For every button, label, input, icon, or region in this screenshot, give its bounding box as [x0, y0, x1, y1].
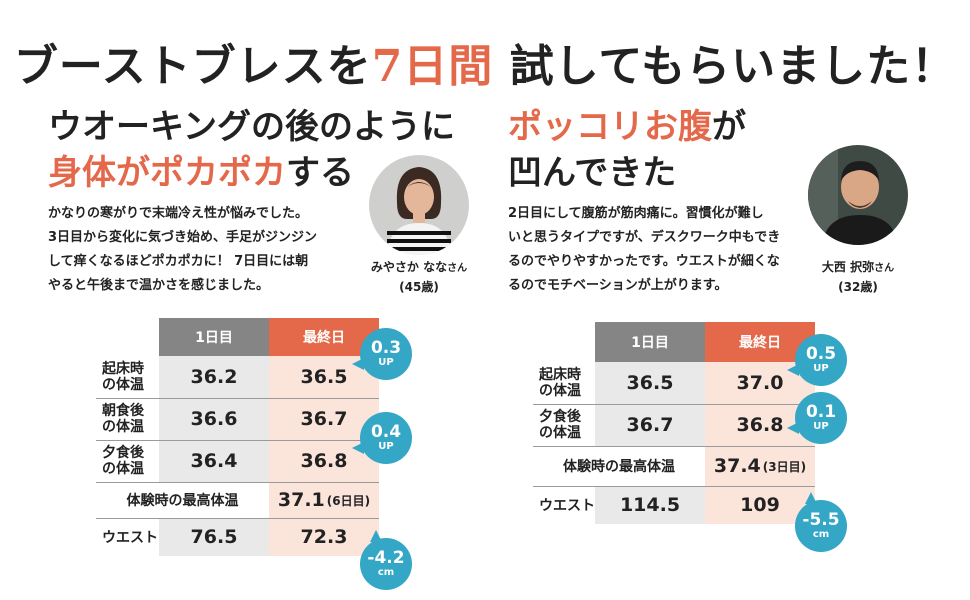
avatar: [369, 155, 469, 255]
max-temp-value: 37.1: [277, 489, 325, 511]
waist-label: ウエスト: [102, 530, 158, 546]
change-badge: 0.1 UP: [787, 392, 847, 444]
right-description-line: るのでやりやすかったです。ウエストが細くな: [508, 254, 780, 269]
woman-portrait-icon: [369, 155, 469, 255]
change-badge: 0.4 UP: [352, 412, 412, 464]
row-divider: [96, 398, 379, 399]
waist-day1: 114.5: [595, 486, 705, 524]
right-description-line: るのでモチベーションが上がります。: [508, 278, 728, 293]
waist-day1: 76.5: [159, 518, 269, 556]
person-name: みやさか なな: [370, 260, 448, 274]
row-label: 夕食後 の体温: [539, 409, 581, 441]
right-headline: ポッコリお腹が 凹んできた: [508, 104, 746, 196]
avatar: [808, 145, 908, 245]
table-cell-day1: 36.5: [595, 362, 705, 404]
left-description-line: かなりの寒がりで末端冷え性が悩みでした。: [48, 206, 309, 221]
left-headline-line1: ウオーキングの後のように: [48, 107, 455, 147]
row-divider: [96, 518, 379, 519]
right-description-line: いと思うタイプですが、デスクワーク中もでき: [508, 230, 781, 245]
title-part2: 試してもらいました！: [509, 41, 957, 92]
change-badge: -4.2 cm: [360, 530, 412, 590]
right-headline-rest: が: [712, 107, 746, 147]
row-label: 起床時 の体温: [539, 367, 581, 399]
person-honorific: さん: [874, 263, 895, 274]
person-honorific: さん: [447, 263, 468, 274]
row-divider: [533, 404, 815, 405]
header-day1: 1日目: [159, 318, 269, 356]
person-name: 大西 択弥: [821, 260, 875, 274]
left-description: かなりの寒がりで末端冷え性が悩みでした。 3日目から変化に気づき始め、手足がジン…: [48, 202, 317, 298]
person-age: (32歳): [838, 280, 878, 294]
table-cell-day1: 36.2: [159, 356, 269, 398]
man-portrait-icon: [808, 145, 908, 245]
max-temp-label: 体験時の最高体温: [126, 493, 239, 509]
max-temp-value: 37.4: [713, 455, 761, 477]
waist-last: 72.3: [269, 518, 379, 556]
row-label: 起床時 の体温: [102, 361, 144, 393]
row-label: 夕食後 の体温: [102, 445, 144, 477]
row-divider: [533, 446, 815, 447]
left-description-line: やると午後まで温かさを感じました。: [48, 278, 270, 293]
left-description-line: 3日目から変化に気づき始め、手足がジンジン: [48, 230, 318, 245]
change-badge: 0.3 UP: [352, 328, 412, 380]
max-temp-note: (3日目): [762, 459, 807, 474]
table-cell-day1: 36.4: [159, 440, 269, 482]
max-temp-note: (6日目): [326, 493, 371, 508]
row-label: 朝食後 の体温: [102, 403, 144, 435]
right-description-line: 2日目にして腹筋が筋肉痛に。習慣化が難し: [508, 206, 764, 221]
left-description-line: して痒くなるほどポカポカに！ 7日目には朝: [48, 254, 309, 269]
waist-label: ウエスト: [539, 498, 595, 514]
left-headline-rest: する: [286, 153, 354, 193]
max-temp-cell: 37.4 (3日目): [705, 446, 815, 486]
person-age: (45歳): [399, 280, 439, 294]
right-headline-highlight: ポッコリお腹: [508, 107, 712, 147]
table-cell-day1: 36.6: [159, 398, 269, 440]
left-headline-line2: 身体がポカポカする: [48, 150, 455, 196]
row-divider: [533, 486, 815, 487]
page-title: ブーストブレスを7日間 試してもらいました！: [0, 30, 970, 94]
title-part1: ブーストブレスを: [13, 41, 372, 92]
table-cell-day1: 36.7: [595, 404, 705, 446]
row-divider: [96, 482, 379, 483]
max-temp-label: 体験時の最高体温: [563, 459, 675, 475]
right-headline-line2: 凹んできた: [508, 153, 677, 193]
right-person-info: 大西 択弥さん (32歳): [793, 258, 923, 296]
max-temp-cell: 37.1 (6日目): [269, 482, 379, 518]
title-highlight: 7日間: [371, 41, 494, 92]
change-badge: 0.5 UP: [787, 334, 847, 386]
left-person-info: みやさか ななさん (45歳): [354, 258, 484, 296]
left-headline-highlight: 身体がポカポカ: [48, 153, 286, 193]
right-description: 2日目にして腹筋が筋肉痛に。習慣化が難し いと思うタイプですが、デスクワーク中も…: [508, 202, 780, 298]
row-divider: [96, 440, 379, 441]
left-headline: ウオーキングの後のように 身体がポカポカする: [48, 104, 455, 196]
header-day1: 1日目: [595, 322, 705, 362]
right-headline-line1: ポッコリお腹が: [508, 104, 746, 150]
change-badge: -5.5 cm: [795, 492, 847, 552]
